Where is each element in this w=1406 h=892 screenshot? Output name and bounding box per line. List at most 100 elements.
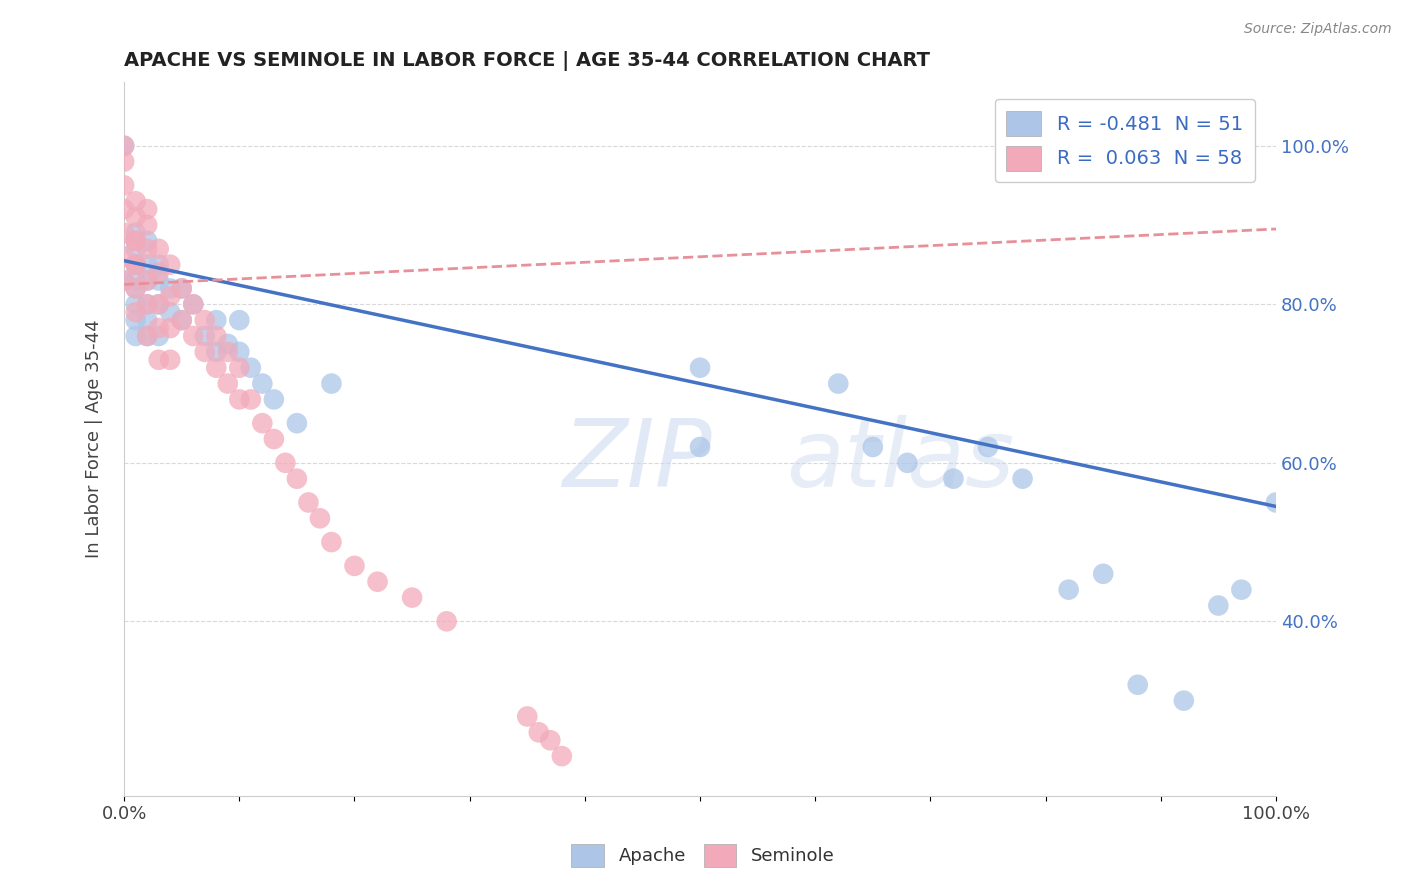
- Point: [124, 329, 146, 343]
- Point: [136, 202, 159, 217]
- Point: [205, 313, 228, 327]
- Point: [689, 360, 711, 375]
- Point: [136, 242, 159, 256]
- Point: [124, 281, 146, 295]
- Point: [136, 329, 159, 343]
- Point: [124, 273, 146, 287]
- Point: [136, 329, 159, 343]
- Point: [1230, 582, 1253, 597]
- Point: [285, 416, 308, 430]
- Text: ZIP: ZIP: [562, 415, 711, 506]
- Point: [285, 472, 308, 486]
- Point: [896, 456, 918, 470]
- Point: [124, 234, 146, 248]
- Point: [136, 313, 159, 327]
- Point: [124, 194, 146, 209]
- Text: atlas: atlas: [786, 415, 1015, 506]
- Point: [1126, 678, 1149, 692]
- Point: [112, 138, 135, 153]
- Point: [181, 329, 204, 343]
- Point: [228, 360, 250, 375]
- Point: [124, 234, 146, 248]
- Point: [436, 615, 458, 629]
- Point: [124, 258, 146, 272]
- Point: [124, 305, 146, 319]
- Point: [112, 226, 135, 240]
- Point: [159, 352, 181, 367]
- Point: [124, 258, 146, 272]
- Point: [516, 709, 538, 723]
- Point: [159, 281, 181, 295]
- Point: [148, 242, 170, 256]
- Point: [1092, 566, 1115, 581]
- Point: [124, 313, 146, 327]
- Point: [194, 344, 217, 359]
- Point: [977, 440, 1000, 454]
- Point: [194, 329, 217, 343]
- Point: [112, 154, 135, 169]
- Point: [343, 558, 366, 573]
- Point: [942, 472, 965, 486]
- Point: [1057, 582, 1080, 597]
- Point: [1173, 693, 1195, 707]
- Point: [148, 297, 170, 311]
- Point: [124, 258, 146, 272]
- Point: [170, 313, 193, 327]
- Point: [401, 591, 423, 605]
- Point: [827, 376, 849, 391]
- Point: [148, 297, 170, 311]
- Point: [252, 376, 274, 391]
- Point: [527, 725, 550, 739]
- Point: [239, 360, 262, 375]
- Point: [124, 226, 146, 240]
- Point: [689, 440, 711, 454]
- Point: [148, 321, 170, 335]
- Point: [252, 416, 274, 430]
- Point: [112, 250, 135, 264]
- Point: [205, 329, 228, 343]
- Point: [274, 456, 297, 470]
- Point: [112, 273, 135, 287]
- Point: [148, 258, 170, 272]
- Point: [159, 289, 181, 303]
- Point: [367, 574, 389, 589]
- Point: [148, 329, 170, 343]
- Point: [124, 297, 146, 311]
- Point: [136, 218, 159, 232]
- Point: [1011, 472, 1033, 486]
- Point: [217, 344, 239, 359]
- Point: [170, 313, 193, 327]
- Point: [239, 392, 262, 407]
- Text: APACHE VS SEMINOLE IN LABOR FORCE | AGE 35-44 CORRELATION CHART: APACHE VS SEMINOLE IN LABOR FORCE | AGE …: [124, 51, 931, 70]
- Point: [148, 352, 170, 367]
- Point: [112, 178, 135, 193]
- Point: [159, 305, 181, 319]
- Point: [263, 432, 285, 446]
- Point: [217, 376, 239, 391]
- Point: [136, 297, 159, 311]
- Point: [148, 266, 170, 280]
- Point: [136, 234, 159, 248]
- Point: [217, 337, 239, 351]
- Point: [124, 242, 146, 256]
- Point: [194, 313, 217, 327]
- Point: [1208, 599, 1230, 613]
- Y-axis label: In Labor Force | Age 35-44: In Labor Force | Age 35-44: [86, 319, 103, 558]
- Legend: R = -0.481  N = 51, R =  0.063  N = 58: R = -0.481 N = 51, R = 0.063 N = 58: [994, 99, 1254, 182]
- Point: [124, 210, 146, 224]
- Point: [181, 297, 204, 311]
- Point: [228, 313, 250, 327]
- Point: [297, 495, 319, 509]
- Point: [136, 273, 159, 287]
- Point: [205, 360, 228, 375]
- Point: [228, 392, 250, 407]
- Point: [159, 258, 181, 272]
- Point: [170, 281, 193, 295]
- Point: [309, 511, 332, 525]
- Text: Source: ZipAtlas.com: Source: ZipAtlas.com: [1244, 22, 1392, 37]
- Point: [159, 321, 181, 335]
- Point: [136, 297, 159, 311]
- Legend: Apache, Seminole: Apache, Seminole: [564, 837, 842, 874]
- Point: [1265, 495, 1288, 509]
- Point: [862, 440, 884, 454]
